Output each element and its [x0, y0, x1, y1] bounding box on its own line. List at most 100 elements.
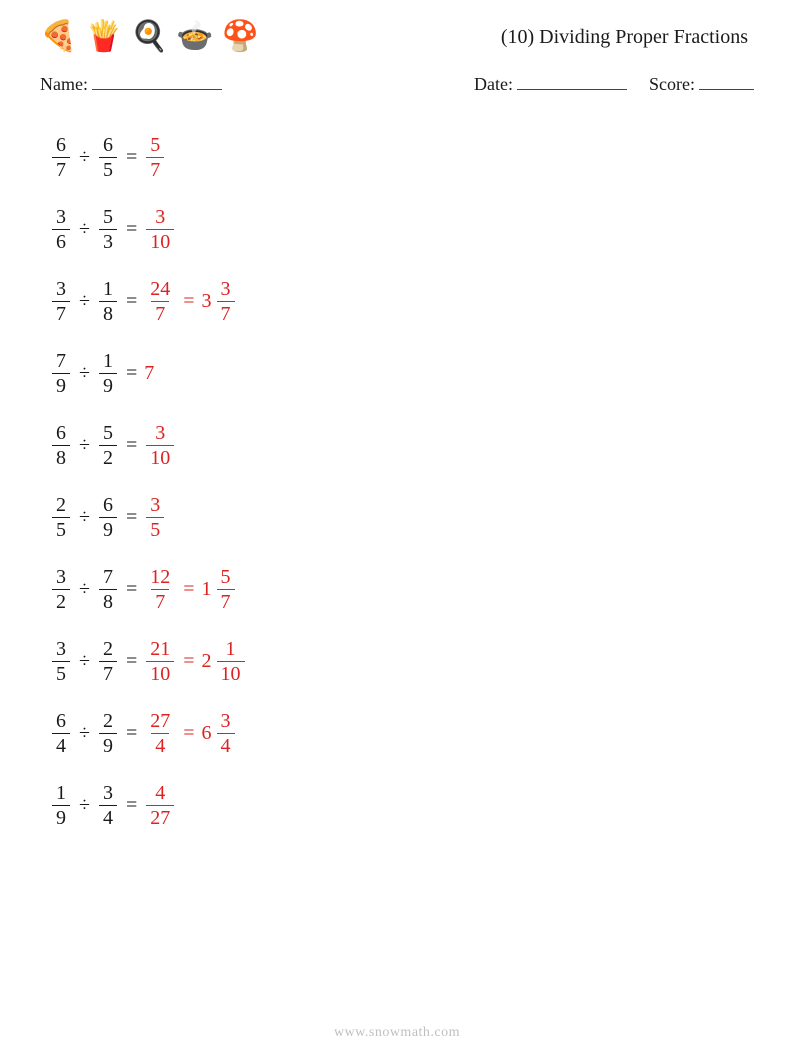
equals-sign: =	[126, 506, 137, 529]
fraction: 65	[99, 135, 117, 180]
fraction: 29	[99, 711, 117, 756]
fraction-denominator: 5	[99, 157, 117, 180]
fraction: 19	[52, 783, 70, 828]
header-icons: 🍕🍟🍳🍲🍄	[40, 22, 259, 52]
answer-fraction: 35	[146, 495, 164, 540]
fraction: 19	[99, 351, 117, 396]
header-food-icon: 🍟	[85, 22, 122, 52]
fraction: 37	[52, 279, 70, 324]
fraction-numerator: 3	[217, 279, 235, 301]
fraction-numerator: 6	[52, 711, 70, 733]
fraction-denominator: 7	[99, 661, 117, 684]
fraction-numerator: 4	[151, 783, 169, 805]
fraction-denominator: 4	[151, 733, 169, 756]
fraction: 27	[99, 639, 117, 684]
fraction-numerator: 6	[99, 135, 117, 157]
answer-fraction: 310	[146, 207, 174, 252]
answer-fraction: 274	[146, 711, 174, 756]
fraction-numerator: 2	[52, 495, 70, 517]
fraction: 34	[99, 783, 117, 828]
date-label: Date:	[474, 74, 513, 95]
equals-sign: =	[126, 146, 137, 169]
operator-divide: ÷	[79, 722, 90, 745]
fraction-numerator: 3	[217, 711, 235, 733]
fraction: 69	[99, 495, 117, 540]
problem-row: 35÷27=2110=2110	[50, 625, 744, 697]
answer-mixed-number: 2110	[202, 639, 247, 684]
equals-sign: =	[183, 722, 194, 745]
problem-row: 36÷53=310	[50, 193, 744, 265]
fraction: 34	[217, 711, 235, 756]
fraction: 36	[52, 207, 70, 252]
header: 🍕🍟🍳🍲🍄 (10) Dividing Proper Fractions	[0, 0, 794, 62]
equals-sign: =	[126, 290, 137, 313]
equals-sign: =	[126, 578, 137, 601]
answer-mixed-number: 634	[202, 711, 237, 756]
fraction-numerator: 24	[146, 279, 174, 301]
problem-row: 25÷69=35	[50, 481, 744, 553]
fraction-denominator: 8	[99, 301, 117, 324]
equals-sign: =	[126, 650, 137, 673]
mixed-whole: 2	[202, 650, 212, 673]
fraction: 35	[52, 639, 70, 684]
fraction-numerator: 3	[52, 207, 70, 229]
fraction-denominator: 7	[217, 589, 235, 612]
score-blank[interactable]	[699, 74, 754, 90]
fraction-numerator: 5	[217, 567, 235, 589]
fraction-numerator: 6	[99, 495, 117, 517]
fraction-numerator: 2	[99, 711, 117, 733]
fraction-numerator: 3	[151, 423, 169, 445]
operator-divide: ÷	[79, 578, 90, 601]
fraction-denominator: 4	[99, 805, 117, 828]
header-food-icon: 🍳	[131, 22, 168, 52]
fraction: 32	[52, 567, 70, 612]
fraction-denominator: 2	[52, 589, 70, 612]
worksheet-title: (10) Dividing Proper Fractions	[259, 26, 754, 49]
fraction-numerator: 1	[99, 279, 117, 301]
name-field: Name:	[40, 74, 222, 95]
mixed-whole: 3	[202, 290, 212, 313]
fraction-numerator: 3	[52, 567, 70, 589]
name-blank[interactable]	[92, 74, 222, 90]
fraction-numerator: 27	[146, 711, 174, 733]
fraction-denominator: 5	[146, 517, 164, 540]
equals-sign: =	[126, 218, 137, 241]
fraction-numerator: 3	[52, 279, 70, 301]
fraction-denominator: 7	[151, 589, 169, 612]
problem-row: 37÷18=247=337	[50, 265, 744, 337]
fraction: 79	[52, 351, 70, 396]
operator-divide: ÷	[79, 146, 90, 169]
fraction-denominator: 10	[146, 229, 174, 252]
date-blank[interactable]	[517, 74, 627, 90]
mixed-whole: 6	[202, 722, 212, 745]
fraction-denominator: 4	[217, 733, 235, 756]
equals-sign: =	[126, 794, 137, 817]
fraction-denominator: 7	[151, 301, 169, 324]
fraction-denominator: 7	[146, 157, 164, 180]
score-label: Score:	[649, 74, 695, 95]
fraction-numerator: 5	[146, 135, 164, 157]
fraction-denominator: 10	[146, 661, 174, 684]
answer-fraction: 310	[146, 423, 174, 468]
operator-divide: ÷	[79, 506, 90, 529]
fraction-denominator: 2	[99, 445, 117, 468]
fraction-denominator: 8	[52, 445, 70, 468]
fraction-denominator: 10	[217, 661, 245, 684]
fraction: 78	[99, 567, 117, 612]
problem-row: 67÷65=57	[50, 121, 744, 193]
fraction: 25	[52, 495, 70, 540]
fraction: 18	[99, 279, 117, 324]
fraction: 52	[99, 423, 117, 468]
equals-sign: =	[126, 434, 137, 457]
problem-row: 79÷19=7	[50, 337, 744, 409]
fraction-denominator: 7	[52, 301, 70, 324]
header-food-icon: 🍲	[176, 22, 213, 52]
problem-row: 32÷78=127=157	[50, 553, 744, 625]
fraction-numerator: 1	[99, 351, 117, 373]
header-food-icon: 🍄	[221, 22, 258, 52]
fraction-numerator: 3	[151, 207, 169, 229]
date-score-group: Date: Score:	[474, 74, 754, 95]
watermark: www.snowmath.com	[0, 1025, 794, 1041]
answer-fraction: 427	[146, 783, 174, 828]
name-label: Name:	[40, 74, 88, 95]
